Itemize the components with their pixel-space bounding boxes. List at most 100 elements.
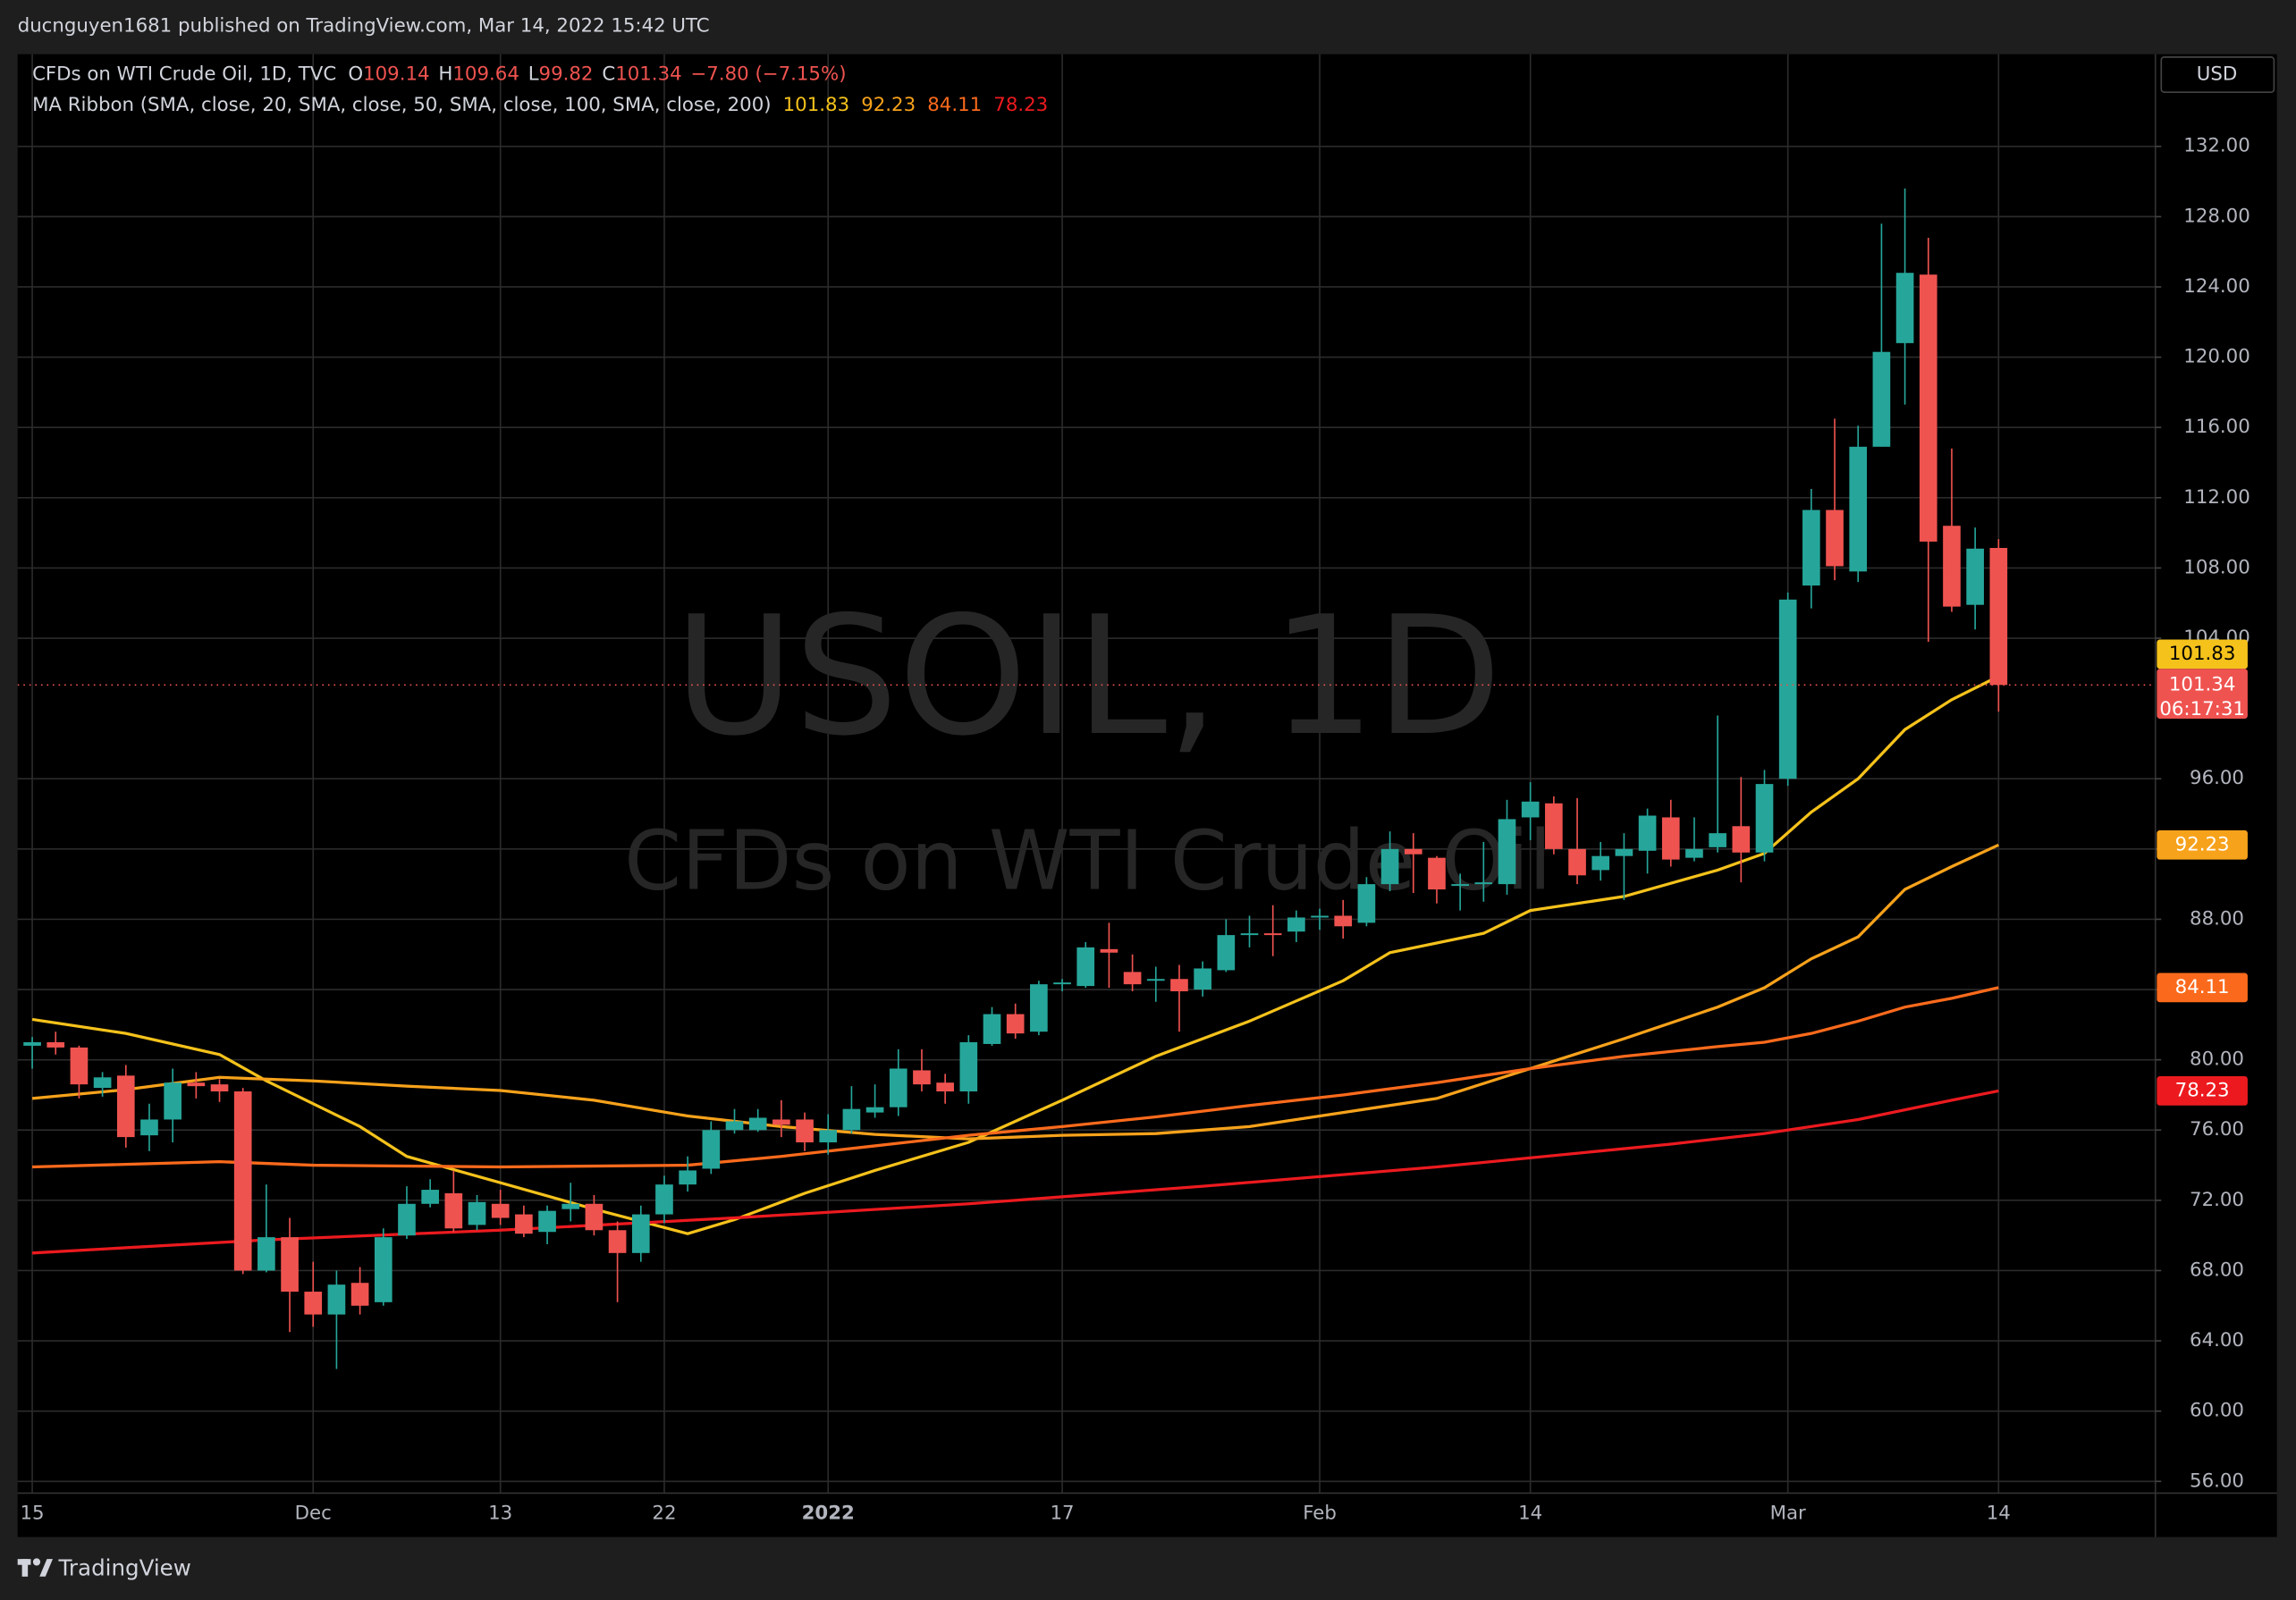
- footer: [0, 1537, 2296, 1600]
- candle-body: [1755, 784, 1774, 853]
- candle-body: [655, 1184, 673, 1215]
- candle-body: [304, 1292, 323, 1315]
- candle-body: [281, 1237, 299, 1293]
- candle-body: [1521, 801, 1540, 818]
- candle-body: [1428, 857, 1446, 890]
- candle-body: [46, 1041, 65, 1048]
- candle-body: [1732, 826, 1751, 853]
- candle-body: [631, 1214, 650, 1253]
- y-tick-label: 112.00: [2183, 486, 2250, 509]
- candle-body: [561, 1203, 580, 1209]
- candle-body: [1685, 848, 1703, 858]
- plot-background: [17, 54, 2277, 1537]
- high-value: 109.64: [452, 63, 519, 86]
- y-tick-label: 88.00: [2190, 907, 2244, 930]
- candle-body: [1451, 884, 1469, 887]
- candle-body: [398, 1203, 416, 1236]
- x-tick-label: 14: [1987, 1502, 2011, 1524]
- candle-body: [1474, 882, 1493, 885]
- candle-body: [210, 1084, 229, 1092]
- candle-body: [889, 1068, 907, 1107]
- candle-body: [538, 1210, 556, 1233]
- price-marker-label: 101.34: [2169, 673, 2235, 695]
- x-tick-label: Feb: [1303, 1502, 1337, 1524]
- currency[interactable]: USD: [2197, 63, 2237, 86]
- candle-body: [796, 1119, 814, 1143]
- x-tick-label: Dec: [295, 1502, 332, 1524]
- candle-body: [702, 1130, 721, 1169]
- candle-body: [1778, 599, 1797, 779]
- candle-body: [1287, 917, 1305, 932]
- y-tick-label: 124.00: [2183, 275, 2250, 298]
- y-tick-label: 120.00: [2183, 346, 2250, 368]
- brand[interactable]: TradingView: [58, 1555, 191, 1581]
- candle-body: [70, 1047, 89, 1085]
- candle-body: [1989, 547, 2008, 686]
- candle-body: [1638, 815, 1657, 851]
- ohlc-letter: C: [602, 63, 615, 86]
- y-tick-label: 80.00: [2190, 1048, 2244, 1071]
- candle-body: [1404, 848, 1422, 855]
- candle-body: [1826, 509, 1844, 567]
- y-tick-label: 108.00: [2183, 556, 2250, 578]
- candle-body: [1568, 848, 1586, 876]
- candle-body: [983, 1014, 1001, 1044]
- x-tick-label: Mar: [1770, 1502, 1806, 1524]
- ohlc-letter: H: [438, 63, 452, 86]
- candle-body: [233, 1091, 252, 1271]
- candle-body: [959, 1041, 978, 1092]
- y-tick-label: 76.00: [2190, 1118, 2244, 1141]
- grid: [17, 54, 2156, 1494]
- candle-body: [1170, 979, 1188, 992]
- price-marker: [2157, 669, 2248, 719]
- y-tick-label: 72.00: [2190, 1189, 2244, 1211]
- candle-body: [1380, 848, 1399, 885]
- close-value: 101.34: [615, 63, 681, 86]
- candle-body: [1966, 548, 1984, 605]
- candle-body: [1895, 273, 1914, 343]
- low-value: 99.82: [539, 63, 594, 86]
- ma-value: 101.83: [783, 94, 849, 116]
- plot: [17, 188, 2156, 1369]
- candle-body: [1100, 948, 1118, 953]
- x-tick-label: 13: [488, 1502, 512, 1524]
- candle-body: [772, 1119, 790, 1125]
- candle-body: [819, 1130, 838, 1143]
- candle-body: [350, 1283, 369, 1306]
- moving-average: [31, 1089, 1999, 1255]
- ohlc-letter: L: [528, 63, 539, 86]
- candle-body: [1076, 947, 1095, 987]
- candle-body: [140, 1119, 158, 1136]
- ma-marker: [2157, 829, 2248, 860]
- currency-box[interactable]: [2160, 56, 2275, 93]
- publisher: ducnguyen1681 published on TradingView.c…: [18, 14, 710, 37]
- candle-body: [468, 1201, 486, 1225]
- y-tick-label: 68.00: [2190, 1259, 2244, 1281]
- ma-value: 78.23: [993, 94, 1048, 116]
- candle-body: [1006, 1014, 1025, 1034]
- candle-body: [23, 1041, 41, 1046]
- legend-indicator: MA Ribbon (SMA, close, 20, SMA, close, 5…: [32, 94, 1048, 116]
- y-tick-label: 60.00: [2190, 1400, 2244, 1422]
- y-tick-label: 64.00: [2190, 1329, 2244, 1352]
- candle-body: [1498, 819, 1516, 885]
- candle-body: [1919, 274, 1937, 542]
- candle-body: [491, 1203, 510, 1218]
- candle-body: [725, 1121, 744, 1131]
- candle-body: [936, 1082, 954, 1092]
- moving-average: [32, 986, 1999, 1169]
- candle-body: [1615, 848, 1633, 856]
- candle-body: [421, 1190, 439, 1204]
- candle-body: [515, 1214, 533, 1234]
- candle-body: [1849, 446, 1868, 572]
- legend-symbol: CFDs on WTI Crude Oil, 1D, TVC O109.14 H10…: [32, 63, 846, 86]
- x-tick-label: 14: [1518, 1502, 1542, 1524]
- candle-body: [1123, 972, 1142, 985]
- x-tick-label: 17: [1051, 1502, 1075, 1524]
- candle-body: [1872, 351, 1891, 447]
- ma-value: 92.23: [861, 94, 916, 116]
- candle-body: [1709, 833, 1726, 847]
- candle-body: [748, 1117, 767, 1131]
- x-tick-label: 15: [21, 1502, 45, 1524]
